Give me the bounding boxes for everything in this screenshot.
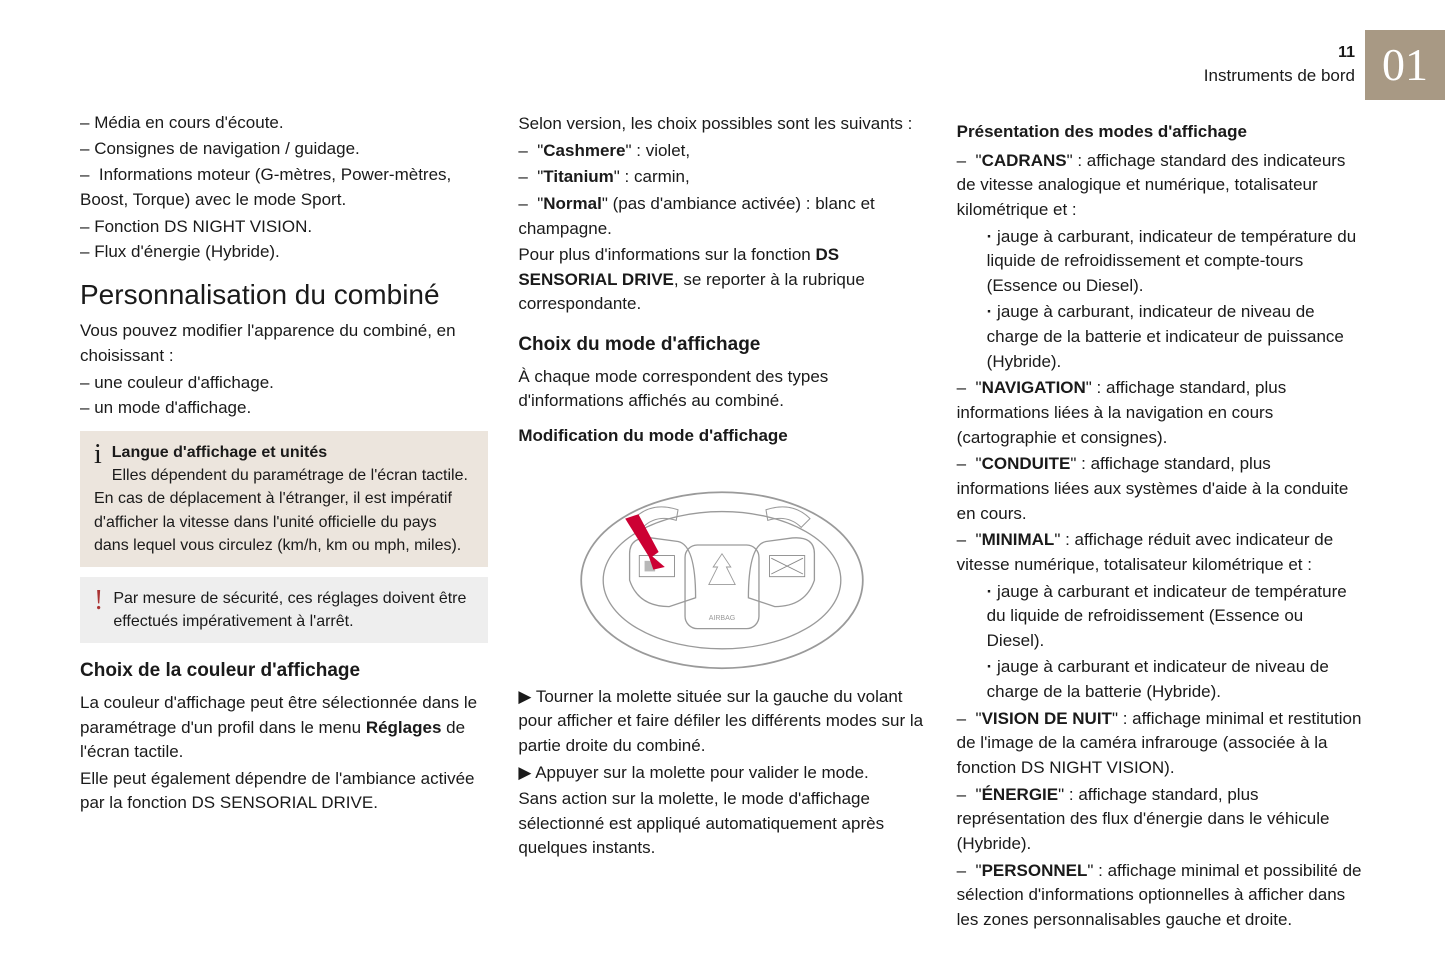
mode-vision: – "VISION DE NUIT" : affichage minimal e… [957, 707, 1365, 781]
heading-personnalisation: Personnalisation du combiné [80, 275, 488, 316]
step-text: Tourner la molette située sur la gauche … [518, 687, 923, 755]
option-item: une couleur d'affichage. [80, 371, 488, 396]
warning-box: ! Par mesure de sécurité, ces réglages d… [80, 577, 488, 643]
warning-icon: ! [94, 587, 103, 615]
heading-modification: Modification du mode d'affichage [518, 424, 926, 449]
sub-item: jauge à carburant et indicateur de tempé… [987, 580, 1365, 654]
sub-item: jauge à carburant, indicateur de niveau … [987, 300, 1365, 374]
page-header: 11 Instruments de bord 01 [1204, 30, 1445, 100]
couleur-paragraph: Elle peut également dépendre de l'ambian… [80, 767, 488, 816]
choice-bold: Normal [543, 194, 602, 213]
mode-conduite: – "CONDUITE" : affichage standard, plus … [957, 452, 1365, 526]
choice-bold: Titanium [543, 167, 614, 186]
text-bold: Réglages [366, 718, 442, 737]
info-line: Elles dépendent du paramétrage de l'écra… [112, 467, 468, 484]
info-icon: i [94, 441, 102, 469]
couleur-paragraph: La couleur d'affichage peut être sélecti… [80, 691, 488, 765]
mode-energie: – "ÉNERGIE" : affichage standard, plus r… [957, 783, 1365, 857]
choice-item: – "Cashmere" : violet, [518, 139, 926, 164]
version-intro: Selon version, les choix possibles sont … [518, 112, 926, 137]
mode-bold: MINIMAL [982, 530, 1055, 549]
choice-item: – "Normal" (pas d'ambiance activée) : bl… [518, 192, 926, 241]
mode-paragraph: À chaque mode correspondent des types d'… [518, 365, 926, 414]
sub-item: jauge à carburant et indicateur de nivea… [987, 655, 1365, 704]
column-right: Présentation des modes d'affichage – "CA… [957, 110, 1365, 935]
mode-personnel: – "PERSONNEL" : affichage minimal et pos… [957, 859, 1365, 933]
mode-bold: NAVIGATION [982, 378, 1086, 397]
steering-wheel-diagram: AIRBAG [562, 457, 882, 677]
column-left: Média en cours d'écoute. Consignes de na… [80, 110, 488, 935]
step-after: Sans action sur la molette, le mode d'af… [518, 787, 926, 861]
warning-text: Par mesure de sécurité, ces réglages doi… [113, 590, 466, 630]
intro-item: – Informations moteur (G-mètres, Power-m… [80, 163, 488, 212]
heading-presentation: Présentation des modes d'affichage [957, 120, 1365, 145]
chapter-number-box: 01 [1365, 30, 1445, 100]
mode-bold: ÉNERGIE [982, 785, 1059, 804]
choice-text: " : carmin, [614, 167, 690, 186]
personnalisation-intro: Vous pouvez modifier l'apparence du comb… [80, 319, 488, 368]
step-item: Tourner la molette située sur la gauche … [518, 685, 926, 759]
section-title: Instruments de bord [1204, 64, 1355, 89]
sub-item: jauge à carburant, indicateur de tempéra… [987, 225, 1365, 299]
mode-bold: CADRANS [982, 151, 1067, 170]
page-number: 11 [1204, 41, 1355, 64]
mode-bold: CONDUITE [982, 454, 1071, 473]
heading-couleur: Choix de la couleur d'affichage [80, 657, 488, 685]
mode-cadrans: – "CADRANS" : affichage standard des ind… [957, 149, 1365, 223]
intro-item: Fonction DS NIGHT VISION. [80, 215, 488, 240]
reference-paragraph: Pour plus d'informations sur la fonction… [518, 243, 926, 317]
info-line: En cas de déplacement à l'étranger, il e… [94, 490, 461, 553]
column-middle: Selon version, les choix possibles sont … [518, 110, 926, 935]
mode-minimal: – "MINIMAL" : affichage réduit avec indi… [957, 528, 1365, 577]
text-span: Pour plus d'informations sur la fonction [518, 245, 815, 264]
step-item: Appuyer sur la molette pour valider le m… [518, 761, 926, 786]
heading-mode: Choix du mode d'affichage [518, 331, 926, 359]
mode-bold: VISION DE NUIT [982, 709, 1112, 728]
option-item: un mode d'affichage. [80, 396, 488, 421]
mode-bold: PERSONNEL [982, 861, 1088, 880]
choice-bold: Cashmere [543, 141, 625, 160]
airbag-label: AIRBAG [709, 614, 736, 621]
step-text: Appuyer sur la molette pour valider le m… [535, 763, 869, 782]
intro-item-text: Informations moteur (G-mètres, Power-mèt… [80, 165, 451, 209]
intro-item: Média en cours d'écoute. [80, 111, 488, 136]
intro-item: Consignes de navigation / guidage. [80, 137, 488, 162]
choice-text: " : violet, [625, 141, 690, 160]
intro-item: Flux d'énergie (Hybride). [80, 240, 488, 265]
info-title: Langue d'affichage et unités [112, 444, 327, 461]
info-box-langue: i Langue d'affichage et unités Elles dép… [80, 431, 488, 567]
choice-item: – "Titanium" : carmin, [518, 165, 926, 190]
mode-navigation: – "NAVIGATION" : affichage standard, plu… [957, 376, 1365, 450]
